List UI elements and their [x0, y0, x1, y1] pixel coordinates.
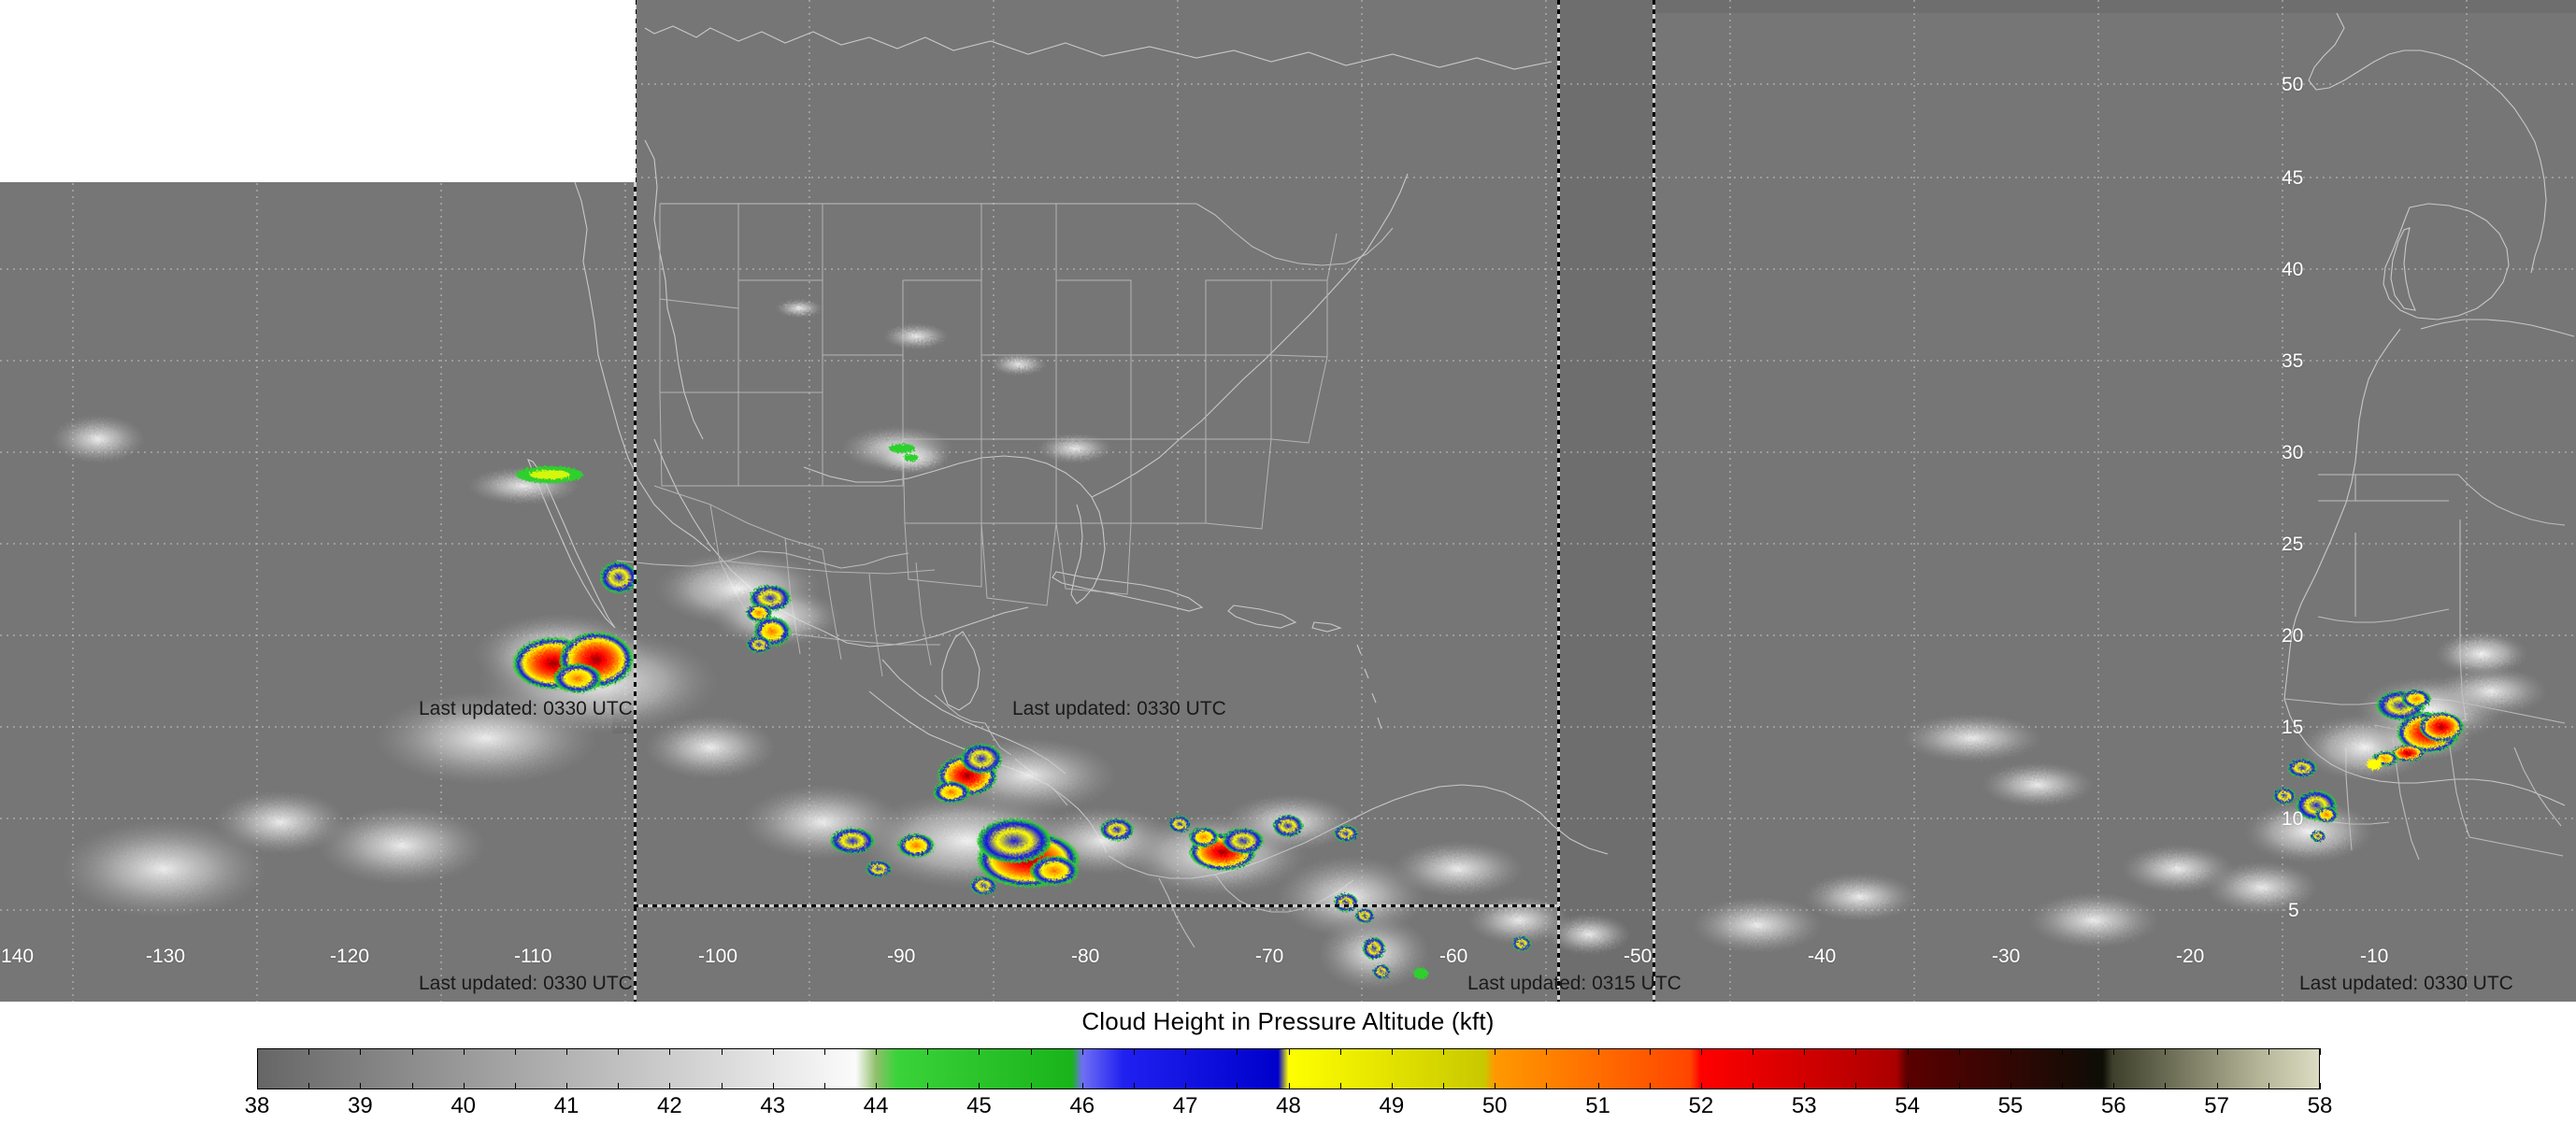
lat-label-25: 25 [2282, 534, 2304, 555]
lon-label--60: -60 [1439, 946, 1468, 967]
colorbar-tick-label: 46 [1069, 1093, 1095, 1118]
timestamp-conus-lower: Last updated: 0330 UTC [419, 973, 633, 994]
empty-region [0, 0, 636, 182]
colorbar-tick-label: 43 [760, 1093, 786, 1118]
colorbar-tick-label: 54 [1895, 1093, 1920, 1118]
lat-label-15: 15 [2282, 717, 2304, 738]
colorbar-tick-label: 44 [863, 1093, 889, 1118]
lon-label--140: -140 [0, 946, 35, 967]
colorbar-tick-labels: 38 39 40 41 42 43 44 45 46 47 48 49 50 51 52 53 54 55 56 57… [0, 1093, 2576, 1123]
map-canvas[interactable]: -140 -130 -120 -110 -100 -90 -80 -70 -60… [0, 0, 2576, 1002]
lat-label-35: 35 [2282, 350, 2304, 372]
lon-label--100: -100 [698, 946, 738, 967]
colorbar-tick-label: 45 [966, 1093, 992, 1118]
lon-label--110: -110 [514, 946, 552, 967]
colorbar-tick-label: 53 [1791, 1093, 1817, 1118]
lat-label-45: 45 [2282, 167, 2304, 189]
lat-label-20: 20 [2282, 625, 2304, 647]
cloud-height-field [51, 299, 2547, 990]
panel-separator-mid [1557, 0, 1560, 1002]
lon-label--40: -40 [1808, 946, 1837, 967]
colorbar-tick [2320, 1083, 2321, 1089]
colorbar-tick-label: 39 [347, 1093, 373, 1118]
colorbar-tick-label: 56 [2100, 1093, 2126, 1118]
colorbar-tick-label: 49 [1379, 1093, 1405, 1118]
colorbar-tick-label: 42 [657, 1093, 682, 1118]
colorbar-tick-label: 50 [1481, 1093, 1508, 1118]
colorbar-gradient[interactable] [257, 1048, 2320, 1089]
lat-label-30: 30 [2282, 442, 2304, 463]
lat-label-10: 10 [2282, 808, 2304, 830]
timestamp-south-america: Last updated: 0315 UTC [1467, 973, 1682, 994]
lon-label--10: -10 [2360, 946, 2389, 967]
lon-label--120: -120 [330, 946, 370, 967]
lat-label-5: 5 [2288, 900, 2299, 921]
colorbar-tick-label: 40 [451, 1093, 477, 1118]
lon-label--90: -90 [887, 946, 916, 967]
colorbar-title: Cloud Height in Pressure Altitude (kft) [1081, 1007, 1495, 1035]
colorbar-tick-label: 47 [1172, 1093, 1198, 1118]
panel-separator-west [634, 0, 637, 1002]
map-panel-shade-strip [1654, 0, 2576, 13]
colorbar-tick-label: 55 [1997, 1093, 2024, 1118]
lat-label-40: 40 [2282, 259, 2304, 280]
map-panel-atlantic [1559, 0, 1654, 1002]
colorbar-tick-label: 58 [2307, 1093, 2333, 1118]
colorbar-tick-label: 38 [244, 1093, 270, 1118]
colorbar-tick-label: 48 [1276, 1093, 1301, 1118]
colorbar-area: Cloud Height in Pressure Altitude (kft) … [0, 1002, 2576, 1124]
colorbar-tick [2320, 1048, 2321, 1055]
colorbar-tick-label: 41 [553, 1093, 580, 1118]
colorbar-tick-label: 51 [1585, 1093, 1610, 1118]
colorbar-tick-label: 57 [2204, 1093, 2229, 1118]
lon-label--20: -20 [2176, 946, 2205, 967]
lon-label--130: -130 [146, 946, 186, 967]
lat-label-50: 50 [2282, 74, 2304, 95]
colorbar-tick-label: 52 [1688, 1093, 1714, 1118]
timestamp-west-pacific: Last updated: 0330 UTC [419, 698, 633, 719]
lon-label--80: -80 [1071, 946, 1100, 967]
lon-label--70: -70 [1255, 946, 1284, 967]
lon-label--50: -50 [1624, 946, 1653, 967]
timestamp-africa-east: Last updated: 0330 UTC [2299, 973, 2513, 994]
timestamp-north-america: Last updated: 0330 UTC [1012, 698, 1226, 719]
panel-separator-horizontal [634, 904, 1559, 907]
lon-label--30: -30 [1992, 946, 2021, 967]
panel-separator-east [1653, 0, 1655, 1002]
